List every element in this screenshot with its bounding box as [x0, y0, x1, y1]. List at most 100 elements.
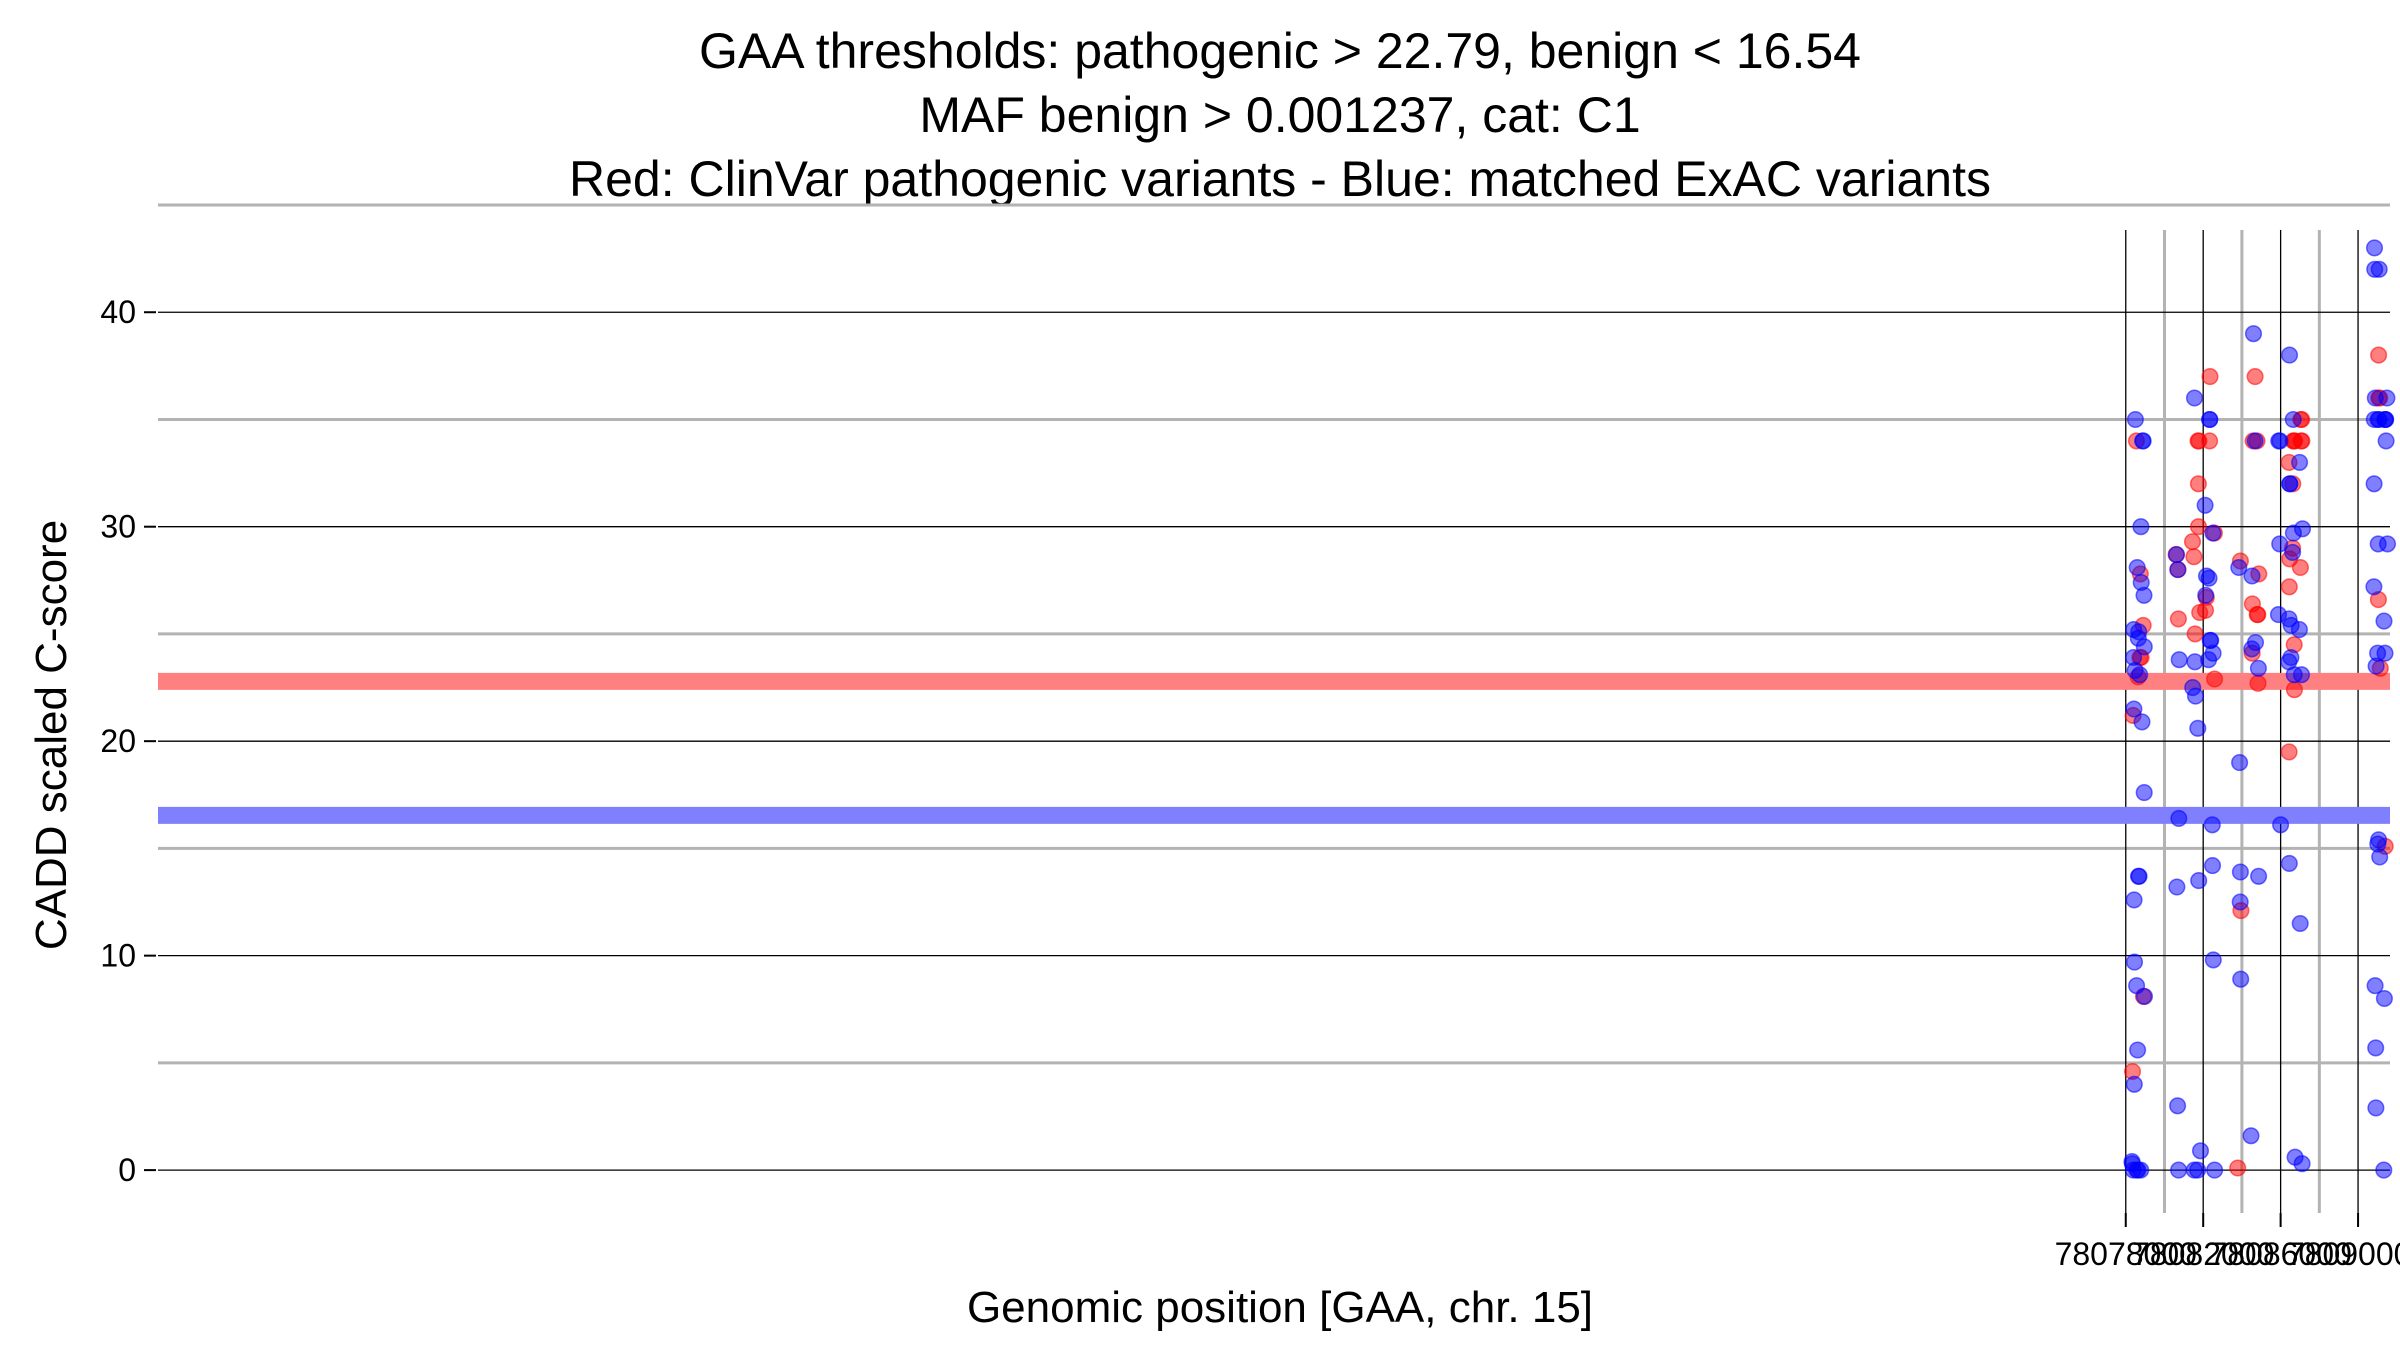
data-point: [2378, 535, 2397, 553]
data-point: [2291, 453, 2309, 471]
data-point: [2132, 518, 2150, 536]
data-point: [2375, 1161, 2393, 1179]
data-point: [2246, 368, 2264, 386]
data-point: [2169, 610, 2187, 628]
data-point: [2167, 546, 2186, 564]
data-point: [2367, 1039, 2385, 1057]
data-point: [2206, 670, 2224, 688]
x-tick-label: 78090000: [2287, 1236, 2400, 1272]
data-point: [2370, 346, 2388, 364]
x-axis-ticks: 78078000780820007808600078090000: [2055, 1213, 2400, 1272]
data-point: [2203, 857, 2222, 875]
data-point: [2130, 867, 2148, 885]
data-point: [2370, 260, 2388, 278]
data-point: [2377, 432, 2395, 450]
data-point: [2292, 666, 2311, 684]
data-point: [2206, 1161, 2224, 1179]
data-point: [2169, 1097, 2187, 1115]
data-point: [2290, 621, 2308, 639]
chart-title-line-2: MAF benign > 0.001237, cat: C1: [919, 87, 1640, 143]
data-point: [2280, 578, 2298, 596]
data-points: [2123, 239, 2397, 1179]
data-point: [2249, 659, 2267, 677]
data-point: [2129, 1041, 2147, 1059]
chart-title-line-1: GAA thresholds: pathogenic > 22.79, beni…: [699, 23, 1861, 79]
data-point: [2125, 891, 2143, 909]
data-point: [2369, 644, 2387, 662]
data-point: [2204, 524, 2222, 542]
data-point: [2284, 543, 2302, 561]
data-point: [2280, 854, 2298, 872]
data-point: [2378, 389, 2396, 407]
data-point: [2132, 1161, 2150, 1179]
data-point: [2204, 644, 2222, 662]
data-point: [2282, 648, 2300, 667]
data-point: [2231, 893, 2249, 911]
data-point: [2135, 987, 2154, 1005]
data-point: [2231, 863, 2249, 881]
data-point: [2201, 432, 2219, 450]
data-point: [2249, 606, 2267, 624]
data-point: [2250, 867, 2268, 885]
data-point: [2125, 953, 2144, 971]
data-point: [2243, 567, 2261, 585]
data-point: [2134, 432, 2152, 450]
data-point: [2128, 558, 2146, 577]
data-point: [2135, 784, 2153, 802]
data-point: [2280, 346, 2299, 364]
data-point: [2370, 831, 2388, 849]
data-point: [2189, 719, 2207, 737]
data-point: [2366, 977, 2384, 995]
data-point: [2197, 586, 2215, 604]
data-point: [2284, 410, 2302, 429]
data-point: [2133, 713, 2151, 731]
data-point: [2291, 558, 2309, 577]
data-point: [2293, 520, 2312, 538]
y-tick-label: 40: [100, 294, 136, 330]
data-point: [2169, 561, 2187, 579]
data-point: [2242, 1127, 2260, 1145]
data-point: [2183, 533, 2202, 551]
data-point: [2375, 612, 2393, 630]
data-point: [2365, 239, 2384, 257]
data-point: [2246, 432, 2264, 450]
data-point: [2293, 432, 2311, 450]
data-point: [2293, 1155, 2311, 1173]
data-point: [2185, 389, 2204, 407]
data-point: [2168, 878, 2186, 896]
data-point: [2186, 625, 2204, 643]
data-point: [2191, 1142, 2210, 1160]
threshold-lines: [158, 672, 2390, 824]
data-point: [2125, 700, 2143, 718]
x-tick-label: 78086000: [2209, 1236, 2351, 1272]
data-point: [2280, 743, 2298, 761]
matched-exac-variants-series: [2123, 239, 2397, 1179]
data-point: [2246, 633, 2265, 652]
data-point: [2281, 475, 2299, 493]
y-axis-label: CADD scaled C-score: [27, 520, 76, 950]
data-point: [2185, 548, 2203, 566]
y-tick-label: 20: [100, 723, 136, 759]
data-point: [2377, 410, 2395, 429]
data-point: [2125, 1075, 2143, 1093]
data-point: [2201, 368, 2219, 386]
data-point: [2232, 970, 2250, 988]
data-point: [2170, 1161, 2188, 1179]
data-point: [2196, 496, 2214, 514]
data-point: [2204, 951, 2222, 969]
data-point: [2189, 1161, 2207, 1179]
data-point: [2291, 914, 2309, 933]
data-point: [2365, 475, 2383, 493]
data-point: [2200, 569, 2218, 587]
data-point: [2367, 1099, 2385, 1117]
y-tick-label: 0: [118, 1152, 136, 1188]
data-point: [2135, 638, 2153, 656]
data-point: [2231, 754, 2249, 772]
y-axis-ticks: 0 10 20 30 40: [100, 294, 156, 1188]
x-axis-label: Genomic position [GAA, chr. 15]: [967, 1283, 1593, 1332]
data-point: [2365, 578, 2383, 596]
data-point: [2244, 325, 2263, 343]
data-point: [2189, 475, 2207, 493]
y-tick-label: 10: [100, 938, 136, 974]
